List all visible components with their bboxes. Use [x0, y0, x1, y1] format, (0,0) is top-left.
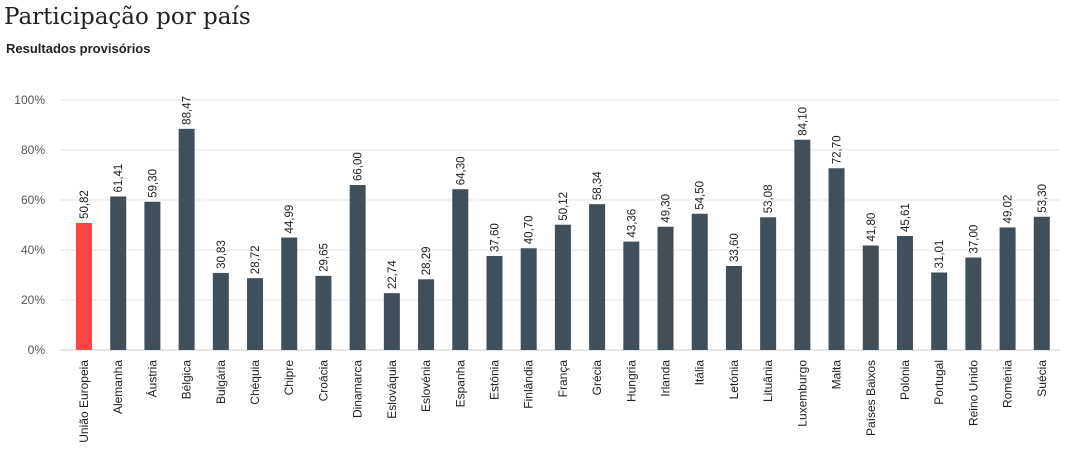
bar-value-label: 28,29 [421, 246, 433, 275]
bar-value-label: 33,60 [729, 233, 741, 262]
category-label: Espanha [453, 360, 467, 408]
category-label: Bulgária [214, 360, 228, 404]
bar [486, 256, 503, 350]
bar [520, 248, 537, 350]
category-label: Finlândia [522, 360, 536, 409]
category-label: Reino Unido [966, 360, 980, 426]
bar [589, 204, 606, 350]
bar [418, 279, 435, 350]
category-label: Chipre [282, 360, 296, 396]
category-label: Croácia [316, 360, 330, 402]
chart-subtitle: Resultados provisórios [6, 41, 151, 56]
bar-value-label: 31,01 [934, 240, 946, 269]
bar-value-label: 43,36 [626, 209, 638, 238]
category-label: Portugal [932, 360, 946, 405]
bar [383, 293, 400, 350]
bar-value-label: 64,30 [455, 156, 467, 185]
bar-value-label: 49,02 [1003, 195, 1015, 224]
bar-value-label: 37,00 [968, 225, 980, 254]
bar [1033, 216, 1050, 350]
category-label: Estónia [487, 360, 501, 400]
category-label: Roménia [1001, 360, 1015, 408]
bar [794, 139, 811, 350]
category-label: Dinamarca [351, 360, 365, 418]
bar-value-label: 66,00 [353, 152, 365, 181]
bar [657, 226, 674, 350]
bar-value-label: 58,34 [592, 171, 604, 200]
bar [349, 185, 366, 350]
y-tick-label: 60% [21, 193, 45, 207]
y-tick-label: 0% [28, 343, 46, 357]
chart-title: Participação por país [4, 4, 251, 30]
bar [212, 272, 229, 350]
category-label: Lituânia [761, 360, 775, 402]
bar-value-label: 59,30 [147, 169, 159, 198]
bar-value-label: 53,30 [1037, 184, 1049, 213]
bar [931, 272, 948, 350]
bar [725, 266, 742, 350]
category-label: Luxemburgo [795, 360, 809, 427]
bar [76, 222, 92, 350]
bar-value-label: 29,65 [318, 243, 330, 272]
bar [144, 201, 161, 350]
bar [862, 245, 879, 350]
category-label: Irlanda [659, 360, 673, 397]
y-tick-label: 40% [21, 243, 45, 257]
category-label: Grécia [590, 360, 604, 396]
bar-value-label: 88,47 [182, 96, 194, 125]
bar [999, 227, 1016, 350]
bar [691, 213, 708, 350]
bar-value-label: 30,83 [216, 240, 228, 269]
bar-value-label: 28,72 [250, 245, 262, 274]
bar-value-label: 41,80 [866, 213, 878, 242]
bar [896, 235, 913, 350]
bar-value-label: 61,41 [113, 164, 125, 193]
bar [110, 196, 127, 350]
category-label: Letónia [727, 360, 741, 400]
category-label: Países Baixos [864, 360, 878, 436]
y-tick-label: 80% [21, 143, 45, 157]
bar [828, 168, 845, 350]
category-label: Itália [693, 360, 707, 386]
bar-value-label: 84,10 [797, 107, 809, 136]
bar [452, 189, 469, 350]
category-label: Alemanha [111, 360, 125, 414]
bar-value-label: 45,61 [900, 203, 912, 232]
bar-value-label: 49,30 [661, 194, 673, 223]
bar-value-label: 40,70 [524, 215, 536, 244]
bar-value-label: 44,99 [284, 205, 296, 234]
category-label: União Europeia [77, 360, 91, 443]
bar [965, 257, 982, 350]
bar [315, 275, 332, 350]
bar-value-label: 50,12 [558, 192, 570, 221]
category-label: Eslovénia [419, 360, 433, 412]
bar-value-label: 72,70 [832, 135, 844, 164]
bar [281, 237, 298, 350]
category-label: Hungria [624, 360, 638, 402]
bar-value-label: 22,74 [387, 260, 399, 289]
category-label: Chéquia [248, 360, 262, 405]
bar-value-label: 37,60 [489, 223, 501, 252]
y-tick-label: 100% [14, 93, 45, 107]
category-label: Áustria [144, 360, 159, 398]
bar-value-label: 50,82 [79, 190, 91, 219]
category-label: Suécia [1035, 360, 1049, 397]
y-tick-label: 20% [21, 293, 45, 307]
category-label: França [556, 360, 570, 398]
bar [554, 224, 571, 350]
bar-value-label: 53,08 [763, 185, 775, 214]
category-label: Eslováquia [385, 360, 399, 419]
bar-value-label: 54,50 [695, 181, 707, 210]
category-label: Bélgica [180, 360, 194, 400]
category-label: Polónia [898, 360, 912, 400]
bar [247, 278, 264, 350]
bar [178, 128, 195, 350]
category-label: Malta [830, 360, 844, 390]
bar [760, 217, 777, 350]
bar [623, 241, 640, 350]
